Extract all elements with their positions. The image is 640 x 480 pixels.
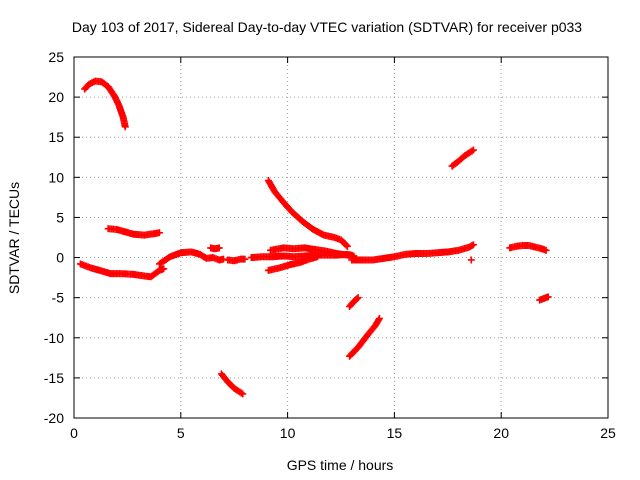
- y-tick-label: 20: [48, 89, 64, 105]
- y-tick-label: 0: [56, 250, 64, 266]
- y-tick-label: -5: [52, 290, 65, 306]
- axis-ticks: 0 5 10 15 20 25 -20 -15 -10 -5 0 5 10 15 20 25: [44, 49, 616, 441]
- x-tick-label: 10: [280, 425, 296, 441]
- series-arc-14: [348, 241, 477, 264]
- x-tick-label: 15: [387, 425, 403, 441]
- x-tick-label: 0: [70, 425, 78, 441]
- data-point: [469, 146, 477, 154]
- data-point: [220, 255, 228, 263]
- y-tick-label: -15: [44, 370, 64, 386]
- data-point: [354, 294, 362, 302]
- data-point: [241, 255, 249, 263]
- series-arc-15: [448, 146, 477, 170]
- series-arc-6: [217, 370, 247, 398]
- series-arc-13: [346, 315, 383, 360]
- y-tick-label: 15: [48, 129, 64, 145]
- series-arc-9: [267, 244, 358, 260]
- data-point: [468, 242, 476, 250]
- data-point: [215, 244, 223, 252]
- series-arc-4: [155, 248, 228, 268]
- series-arc-5: [207, 244, 223, 253]
- y-tick-label: 5: [56, 209, 64, 225]
- x-tick-label: 20: [493, 425, 509, 441]
- y-axis-label: SDTVAR / TECUs: [6, 182, 22, 294]
- series-arc-1: [81, 77, 129, 131]
- series-arc-17: [506, 242, 550, 254]
- series-arc-11: [264, 177, 351, 250]
- grid-lines: [74, 57, 608, 418]
- series-arc-16: [467, 256, 475, 264]
- x-axis-label: GPS time / hours: [287, 457, 394, 473]
- data-point: [239, 390, 247, 398]
- data-point: [343, 242, 351, 250]
- y-tick-label: -10: [44, 330, 64, 346]
- series-arc-2: [76, 260, 168, 281]
- data-point: [314, 253, 322, 261]
- series-arc-18: [536, 293, 552, 304]
- y-tick-label: 10: [48, 169, 64, 185]
- data-point: [469, 241, 477, 249]
- data-point: [375, 316, 383, 324]
- chart-title: Day 103 of 2017, Sidereal Day-to-day VTE…: [72, 19, 582, 35]
- data-point: [160, 265, 168, 273]
- data-point: [353, 295, 361, 303]
- data-point: [468, 147, 476, 155]
- series-arc-7: [224, 255, 249, 265]
- series-arc-3: [104, 225, 163, 239]
- data-point: [121, 123, 129, 131]
- data-point: [237, 389, 245, 397]
- series-arc-10: [264, 253, 322, 274]
- x-tick-label: 25: [600, 425, 616, 441]
- data-point: [544, 293, 552, 301]
- plot-frame: [73, 56, 609, 419]
- y-tick-label: 25: [48, 49, 64, 65]
- data-point: [542, 246, 550, 254]
- data-point: [375, 315, 383, 323]
- data-series: [76, 77, 552, 398]
- series-arc-12: [346, 294, 362, 310]
- data-point: [467, 256, 475, 264]
- data-point: [155, 229, 163, 237]
- y-tick-label: -20: [44, 410, 64, 426]
- x-tick-label: 5: [177, 425, 185, 441]
- data-point: [342, 241, 350, 249]
